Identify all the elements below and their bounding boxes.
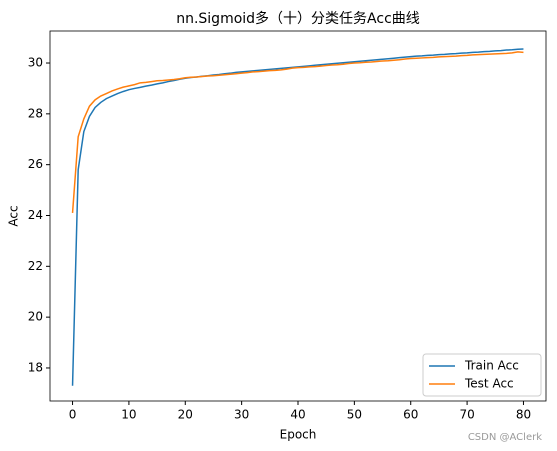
y-tick-label: 24 (28, 208, 43, 222)
chart-title: nn.Sigmoid多（十）分类任务Acc曲线 (176, 10, 420, 27)
y-tick-label: 30 (28, 56, 43, 70)
x-tick-label: 20 (178, 408, 193, 422)
y-axis-label: Acc (7, 205, 21, 226)
y-tick-label: 28 (28, 106, 43, 120)
y-tick-label: 22 (28, 259, 43, 273)
legend-box (422, 353, 542, 397)
x-axis-label: Epoch (280, 428, 317, 442)
x-tick-label: 70 (459, 408, 474, 422)
watermark: CSDN @AClerk (468, 432, 542, 443)
x-tick-label: 60 (403, 408, 418, 422)
x-tick-label: 0 (69, 408, 77, 422)
y-tick-label: 18 (28, 360, 43, 374)
x-tick-label: 80 (516, 408, 531, 422)
x-tick-label: 30 (234, 408, 249, 422)
legend-label: Train Acc (464, 359, 519, 373)
line-series (71, 51, 524, 214)
x-tick-label: 10 (121, 408, 136, 422)
x-tick-label: 50 (347, 408, 362, 422)
line-series (71, 48, 524, 386)
y-tick-label: 26 (28, 157, 43, 171)
x-tick-label: 40 (290, 408, 305, 422)
legend-label: Test Acc (464, 377, 514, 391)
y-tick-label: 20 (28, 310, 43, 324)
